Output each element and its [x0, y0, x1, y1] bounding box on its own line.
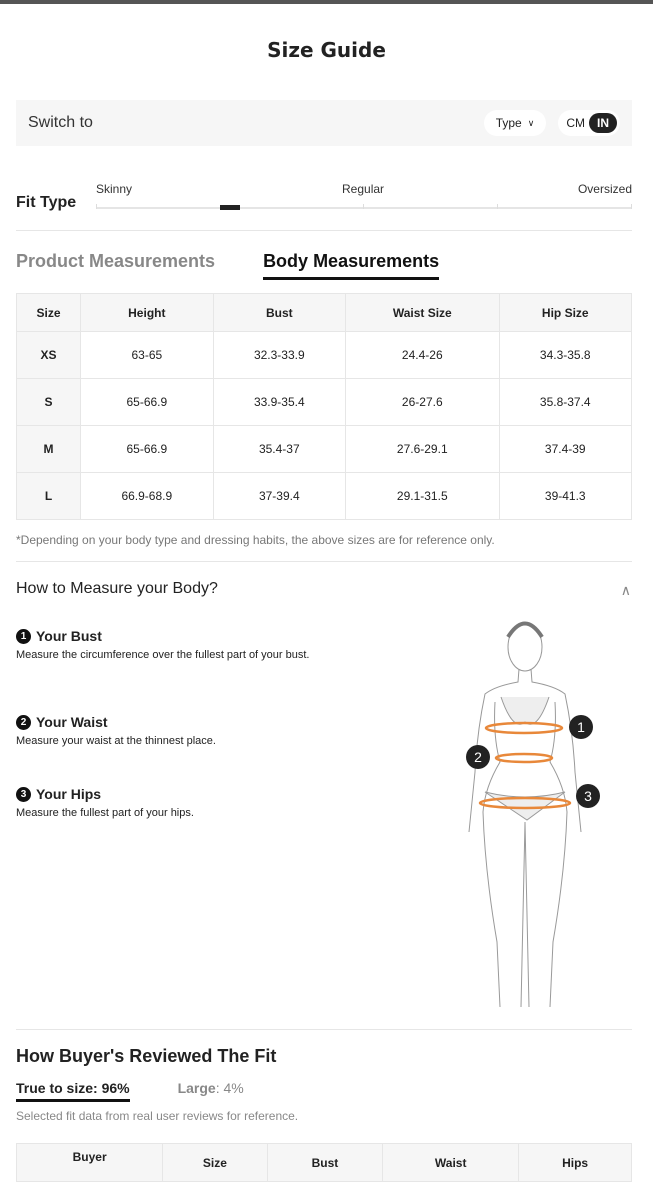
unit-in[interactable]: IN: [589, 113, 617, 133]
col-waist: Waist Size: [345, 293, 500, 332]
fit-type: Fit Type Skinny Regular Oversized: [16, 180, 632, 220]
cell: L: [15, 472, 82, 520]
tab-true-to-size[interactable]: True to size: 96%: [16, 1080, 130, 1102]
measure-markers: 1 2 3: [466, 715, 600, 808]
fit-indicator: [220, 205, 240, 210]
cell: 32.3-33.9: [212, 331, 347, 379]
cell: 33.9-35.4: [212, 378, 347, 426]
top-bar: [0, 0, 653, 4]
col-bust: Bust: [266, 1143, 384, 1182]
cell: 37.4-39: [498, 425, 632, 473]
col-buyer: Buyer: [15, 1143, 164, 1182]
cell: 37-39.4: [212, 472, 347, 520]
buyer-table: Buyer Size Bust Waist Hips: [15, 1143, 632, 1182]
cell: 65-66.9: [80, 425, 214, 473]
cell: 39-41.3: [498, 472, 632, 520]
step-title: Your Bust: [36, 628, 102, 644]
reference-note: *Depending on your body type and dressin…: [16, 533, 495, 547]
cell: 63-65: [80, 331, 214, 379]
fit-type-label: Fit Type: [16, 194, 77, 211]
number-icon: 1: [16, 628, 31, 644]
step-desc: Measure the fullest part of your hips.: [16, 807, 194, 819]
table-row: S 65-66.9 33.9-35.4 26-27.6 35.8-37.4: [15, 378, 632, 426]
size-table: Size Height Bust Waist Size Hip Size XS 6…: [15, 293, 632, 520]
step-title: Your Hips: [36, 786, 102, 802]
step-desc: Measure your waist at the thinnest place…: [16, 735, 216, 747]
cell: 26-27.6: [345, 378, 500, 426]
step-hips: 3 Your Hips Measure the fullest part of y…: [16, 786, 326, 821]
cell: 24.4-26: [345, 331, 500, 379]
fit-review-tabs: True to size: 96% Large: 4%: [16, 1080, 244, 1102]
svg-text:3: 3: [584, 788, 592, 804]
fit-oversized: Oversized: [577, 182, 632, 196]
measurement-tabs: Product Measurements Body Measurements: [16, 251, 440, 280]
svg-text:1: 1: [577, 719, 585, 735]
fit-regular: Regular: [342, 182, 385, 196]
large-value: : 4%: [215, 1080, 244, 1096]
cell: 35.8-37.4: [498, 378, 632, 426]
step-desc: Measure the circumference over the fulle…: [16, 649, 310, 661]
body-figure-illustration: 1 2 3: [466, 621, 600, 1008]
large-label: Large: [177, 1080, 216, 1096]
table-row: M 65-66.9 35.4-37 27.6-29.1 37.4-39: [15, 425, 632, 473]
type-dropdown[interactable]: Type ∨: [483, 110, 547, 136]
fit-track: [96, 204, 632, 210]
table-row: L 66.9-68.9 37-39.4 29.1-31.5 39-41.3: [15, 472, 632, 520]
switch-label: Switch to: [28, 114, 93, 131]
table-row: XS 63-65 32.3-33.9 24.4-26 34.3-35.8: [15, 331, 632, 379]
number-icon: 3: [16, 786, 31, 802]
type-label: Type: [495, 116, 522, 130]
col-waist: Waist: [382, 1143, 520, 1182]
col-hip: Hip Size: [498, 293, 632, 332]
divider: [16, 561, 632, 562]
svg-text:2: 2: [474, 749, 482, 765]
col-height: Height: [80, 293, 214, 332]
cell: 27.6-29.1: [345, 425, 500, 473]
cell: 34.3-35.8: [498, 331, 632, 379]
cell: 29.1-31.5: [345, 472, 500, 520]
cell: 66.9-68.9: [80, 472, 214, 520]
cell: S: [15, 378, 82, 426]
tab-body-measurements[interactable]: Body Measurements: [263, 251, 440, 280]
how-to-measure-title[interactable]: How to Measure your Body?: [16, 580, 218, 597]
reviews-note: Selected fit data from real user reviews…: [16, 1109, 299, 1123]
col-size: Size: [15, 293, 82, 332]
tab-product-measurements[interactable]: Product Measurements: [16, 251, 216, 271]
table-header: Buyer Size Bust Waist Hips: [15, 1143, 632, 1182]
col-bust: Bust: [212, 293, 347, 332]
cell: 65-66.9: [80, 378, 214, 426]
reviews-title: How Buyer's Reviewed The Fit: [16, 1046, 277, 1066]
chevron-up-icon[interactable]: ∧: [620, 582, 631, 598]
chevron-down-icon: ∨: [527, 117, 535, 128]
col-hips: Hips: [518, 1143, 632, 1182]
step-waist: 2 Your Waist Measure your waist at the th…: [16, 714, 326, 749]
page-title: Size Guide: [267, 38, 386, 62]
cell: 35.4-37: [212, 425, 347, 473]
cell: M: [15, 425, 82, 473]
col-size: Size: [162, 1143, 268, 1182]
divider: [16, 230, 632, 231]
unit-cm[interactable]: CM: [566, 116, 585, 130]
cell: XS: [15, 331, 82, 379]
step-bust: 1 Your Bust Measure the circumference ove…: [16, 628, 326, 663]
step-title: Your Waist: [36, 714, 108, 730]
tab-large[interactable]: Large: 4%: [178, 1080, 244, 1102]
unit-toggle[interactable]: CM IN: [558, 110, 620, 136]
switch-bar: Switch to Type ∨ CM IN: [16, 100, 632, 146]
fit-skinny: Skinny: [96, 182, 133, 196]
number-icon: 2: [16, 714, 31, 730]
divider: [16, 1029, 632, 1030]
table-header: Size Height Bust Waist Size Hip Size: [15, 293, 632, 332]
